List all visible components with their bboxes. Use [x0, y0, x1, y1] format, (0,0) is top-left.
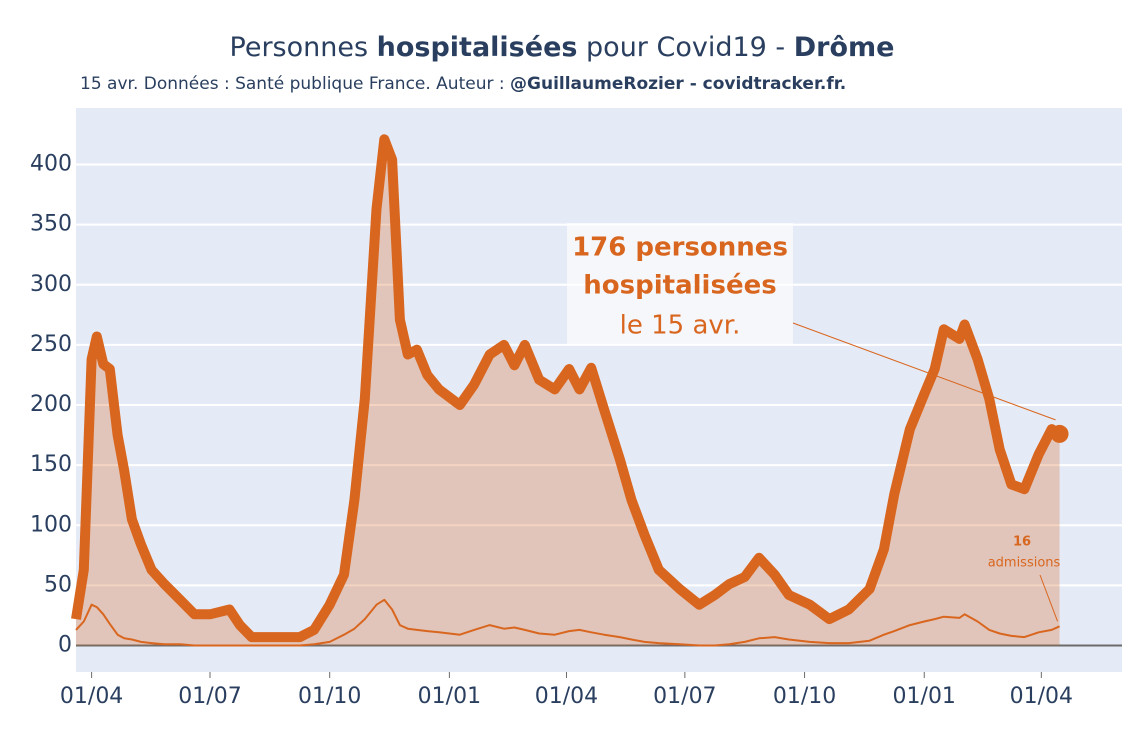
- x-tick-label: 01/07: [178, 684, 241, 709]
- x-tick-label: 01/04: [535, 684, 598, 709]
- admissions-annotation: 16: [1013, 535, 1031, 550]
- y-tick-label: 350: [30, 212, 72, 237]
- last-point: [1050, 424, 1069, 443]
- x-tick-label: 01/10: [773, 684, 836, 709]
- x-tick-label: 01/01: [893, 684, 956, 709]
- y-tick-label: 150: [30, 452, 72, 477]
- y-tick-label: 100: [30, 512, 72, 537]
- y-tick-label: 400: [30, 152, 72, 177]
- y-tick-label: 0: [58, 633, 72, 658]
- admissions-line: [75, 598, 1061, 647]
- x-tick-label: 01/01: [418, 684, 481, 709]
- y-tick-label: 300: [30, 272, 72, 297]
- annotation-line: 176 personnes: [572, 233, 788, 263]
- x-tick-label: 01/10: [298, 684, 361, 709]
- x-tick-label: 01/04: [60, 684, 123, 709]
- hospital-line: [71, 134, 1063, 643]
- x-tick-label: 01/07: [653, 684, 716, 709]
- y-tick-label: 250: [30, 332, 72, 357]
- admissions-annotation: admissions: [988, 556, 1061, 571]
- chart-subtitle: 15 avr. Données : Santé publique France.…: [80, 74, 846, 94]
- annotation-line: le 15 avr.: [620, 311, 741, 341]
- y-tick-label: 200: [30, 392, 72, 417]
- annotation-box: [567, 223, 793, 345]
- annotation-arrow: [1039, 574, 1059, 622]
- x-tick-label: 01/04: [1010, 684, 1073, 709]
- area: [76, 139, 1060, 646]
- chart-title: Personnes hospitalisées pour Covid19 - D…: [230, 32, 895, 63]
- annotation-arrow: [792, 322, 1056, 421]
- y-tick-label: 50: [44, 572, 72, 597]
- annotation-line: hospitalisées: [583, 271, 776, 301]
